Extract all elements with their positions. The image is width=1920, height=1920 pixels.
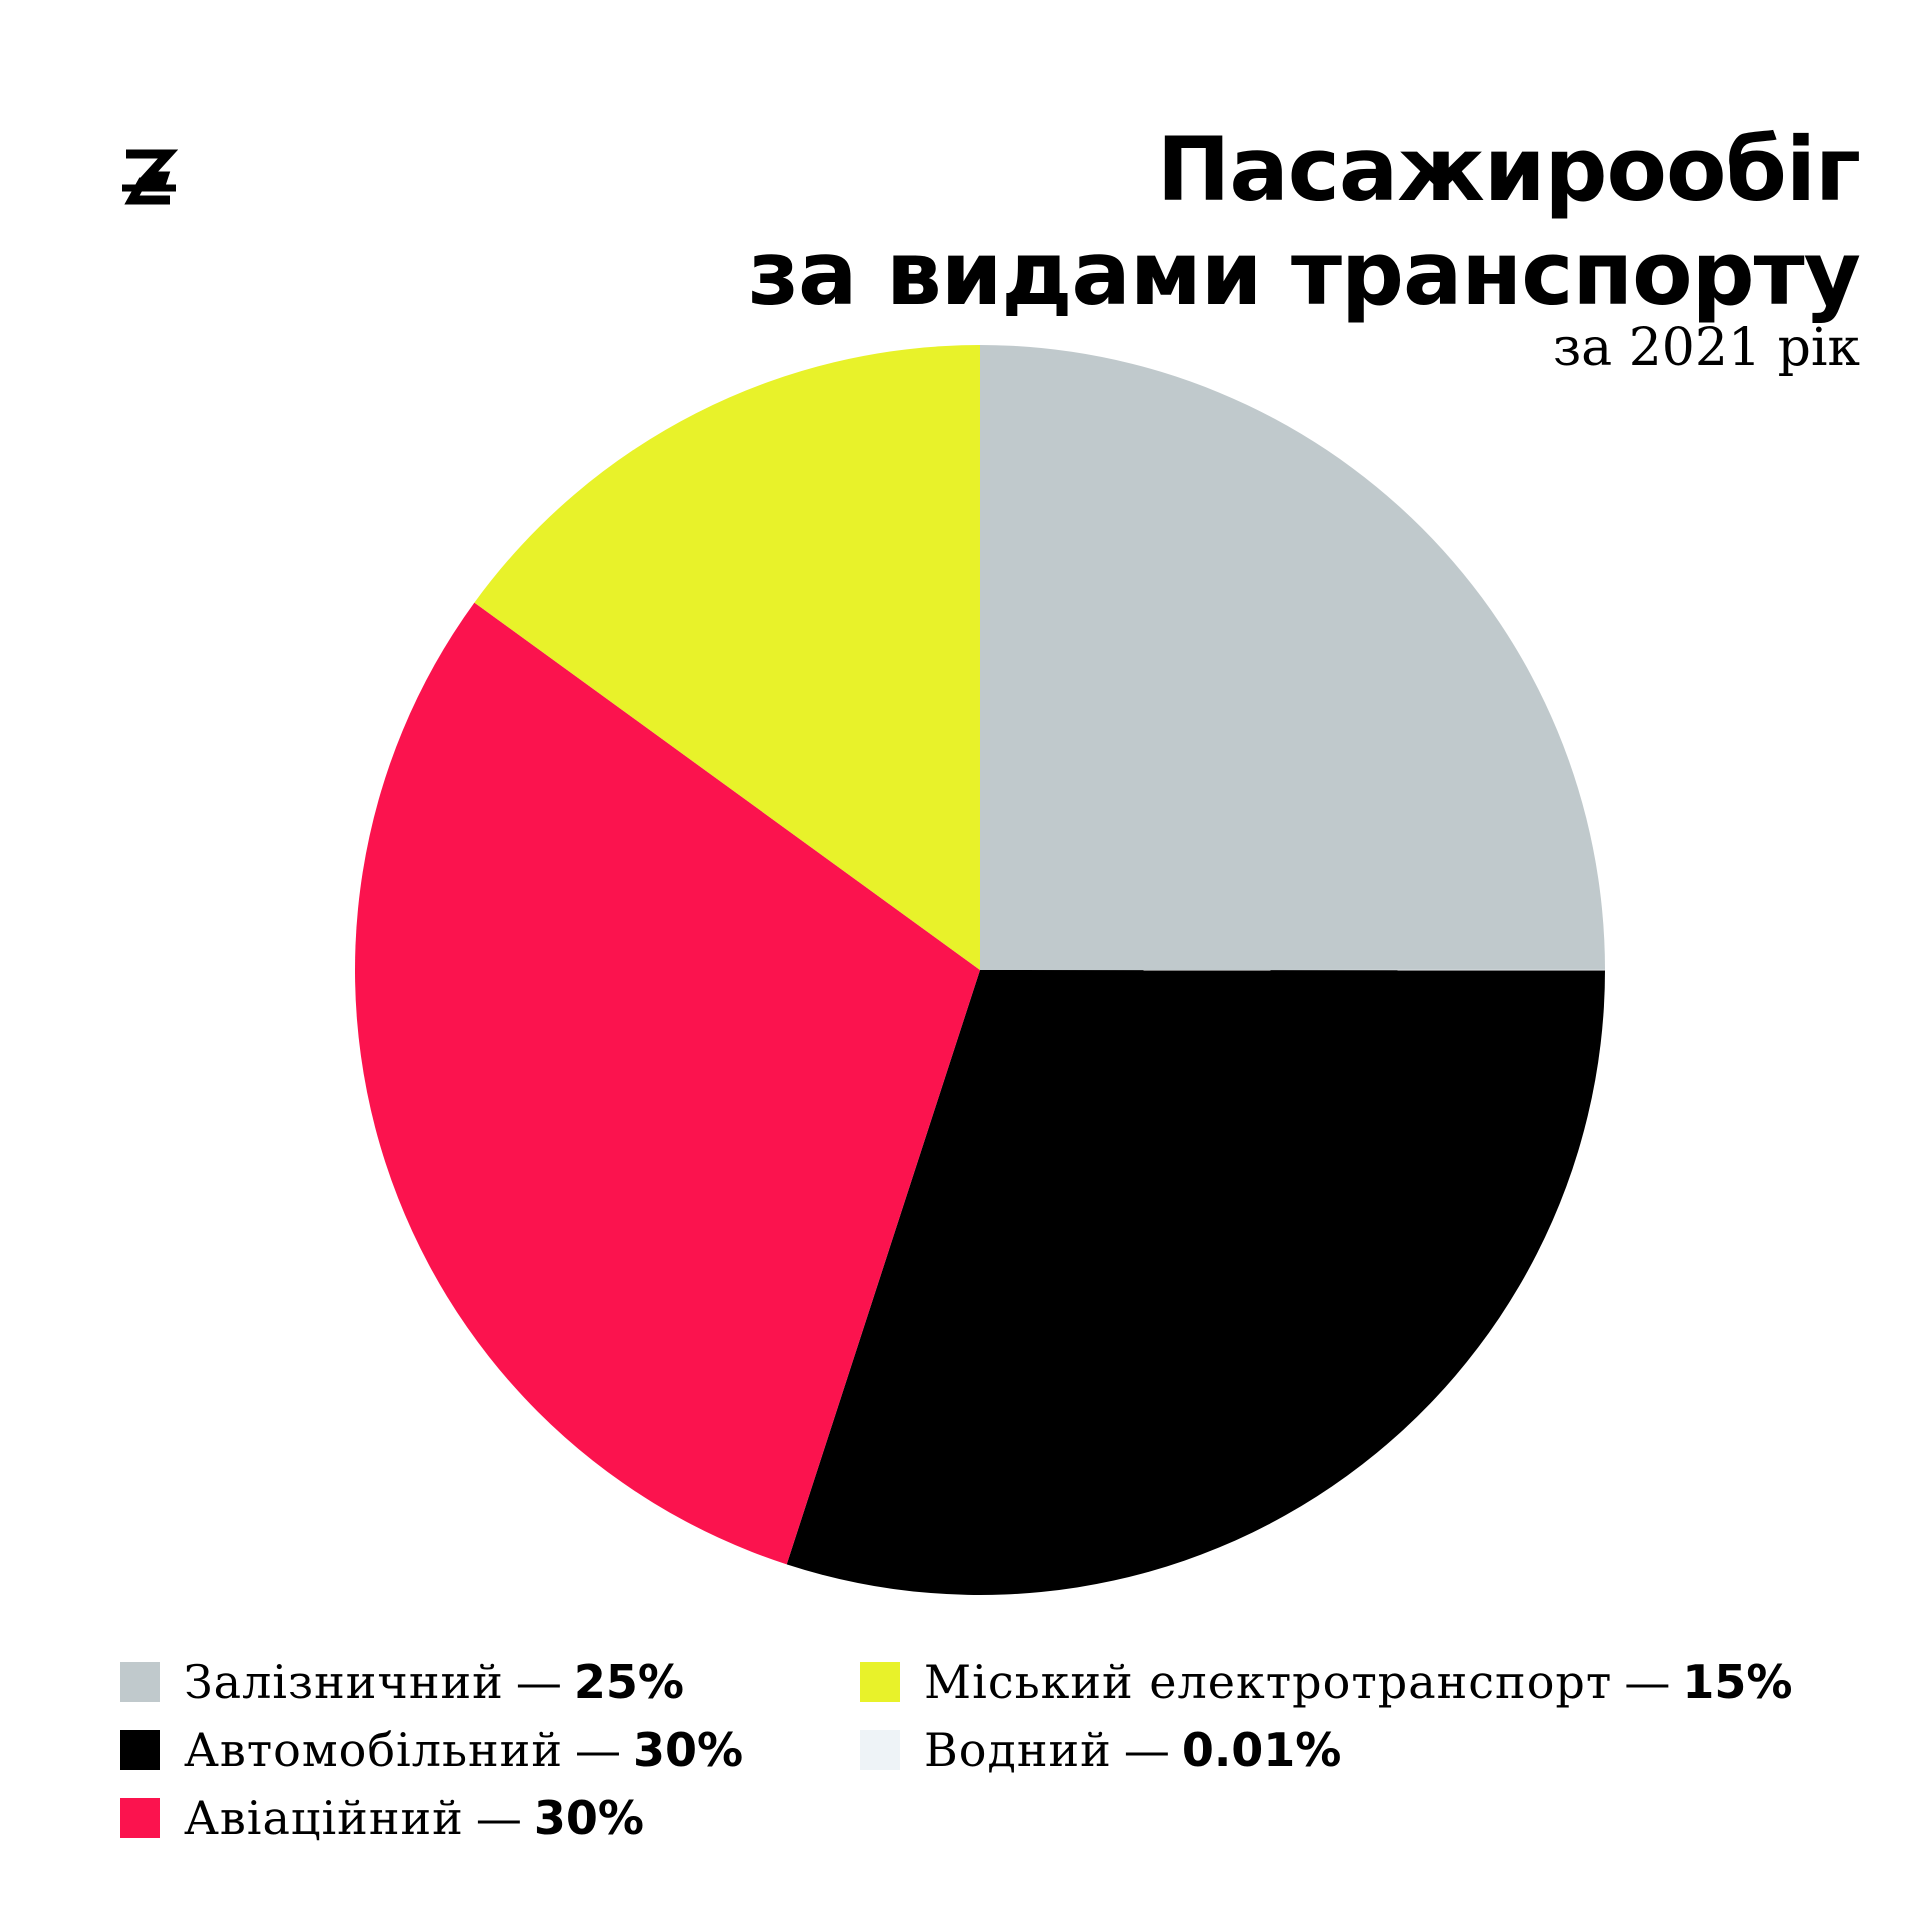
legend-separator: — bbox=[1123, 1723, 1170, 1777]
title-line-2: за видами транспорту bbox=[747, 222, 1861, 325]
legend-value: 15% bbox=[1682, 1655, 1793, 1709]
legend-label: Залізничний bbox=[184, 1655, 504, 1709]
chart-title: Пасажирообіг за видами транспорту bbox=[747, 118, 1861, 326]
legend-item-water: Водний — 0.01% bbox=[860, 1720, 1341, 1780]
legend-swatch bbox=[860, 1662, 900, 1702]
legend-value: 30% bbox=[633, 1723, 744, 1777]
legend-label: Авіаційний bbox=[184, 1791, 464, 1845]
pie-slice-4 bbox=[474, 345, 980, 970]
legend-label: Автомобільний bbox=[184, 1723, 564, 1777]
legend-value: 0.01% bbox=[1181, 1723, 1342, 1777]
legend-label: Міський електротранспорт bbox=[924, 1655, 1613, 1709]
legend-separator: — bbox=[475, 1791, 522, 1845]
pie-slice-0 bbox=[980, 345, 1605, 970]
pie-slice-3 bbox=[355, 602, 980, 1565]
legend-swatch bbox=[120, 1798, 160, 1838]
logo-z-icon bbox=[122, 149, 178, 205]
legend-swatch bbox=[860, 1730, 900, 1770]
title-line-1: Пасажирообіг bbox=[1156, 118, 1861, 221]
legend-separator: — bbox=[1624, 1655, 1671, 1709]
legend-swatch bbox=[120, 1662, 160, 1702]
legend-item-rail: Залізничний — 25% bbox=[120, 1652, 684, 1712]
legend-value: 30% bbox=[533, 1791, 644, 1845]
legend-separator: — bbox=[575, 1723, 622, 1777]
chart-subtitle: за 2021 рік bbox=[1552, 318, 1860, 378]
legend-value: 25% bbox=[573, 1655, 684, 1709]
legend-swatch bbox=[120, 1730, 160, 1770]
legend-item-urban-electric: Міський електротранспорт — 15% bbox=[860, 1652, 1792, 1712]
legend-item-road: Автомобільний — 30% bbox=[120, 1720, 743, 1780]
legend-label: Водний bbox=[924, 1723, 1112, 1777]
pie-slice-2 bbox=[786, 970, 1605, 1596]
legend-separator: — bbox=[515, 1655, 562, 1709]
legend-item-air: Авіаційний — 30% bbox=[120, 1788, 644, 1848]
